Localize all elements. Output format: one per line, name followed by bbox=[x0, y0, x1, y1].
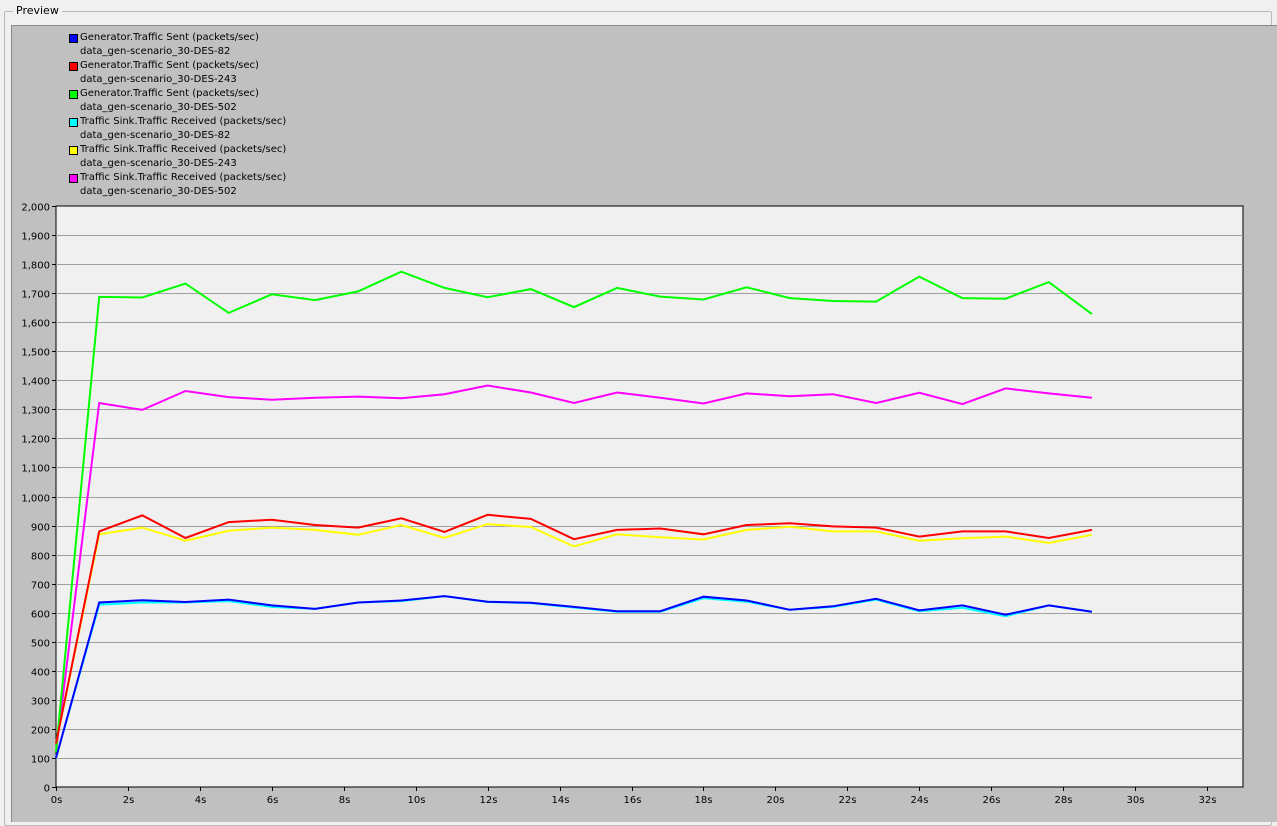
legend-scenario: data_gen-scenario_30-DES-82 bbox=[80, 130, 231, 141]
series-line bbox=[55, 513, 1093, 744]
x-tick-label: 26s bbox=[983, 795, 1001, 806]
x-tick-label: 30s bbox=[1127, 795, 1145, 806]
legend-metric: Generator.Traffic Sent (packets/sec) bbox=[80, 32, 259, 43]
legend-swatch bbox=[69, 174, 78, 183]
x-tick-label: 32s bbox=[1199, 795, 1217, 806]
x-tick-label: 0s bbox=[51, 795, 63, 806]
legend-metric: Generator.Traffic Sent (packets/sec) bbox=[80, 88, 259, 99]
y-tick-label: 1,300 bbox=[21, 406, 50, 417]
y-tick-label: 1,600 bbox=[21, 319, 50, 330]
legend-metric: Traffic Sink.Traffic Received (packets/s… bbox=[80, 116, 287, 127]
y-tick-label: 900 bbox=[31, 523, 50, 534]
legend-metric: Generator.Traffic Sent (packets/sec) bbox=[80, 60, 259, 71]
y-tick-label: 700 bbox=[31, 581, 50, 592]
legend-swatch bbox=[69, 62, 78, 71]
x-tick-label: 10s bbox=[408, 795, 426, 806]
y-tick-label: 1,900 bbox=[21, 232, 50, 243]
x-tick-label: 2s bbox=[123, 795, 135, 806]
x-tick-label: 20s bbox=[767, 795, 785, 806]
y-tick-label: 2,000 bbox=[21, 203, 50, 214]
y-tick-label: 1,200 bbox=[21, 435, 50, 446]
x-tick-label: 8s bbox=[339, 795, 351, 806]
x-tick-label: 6s bbox=[267, 795, 279, 806]
legend-swatch bbox=[69, 90, 78, 99]
legend-scenario: data_gen-scenario_30-DES-502 bbox=[80, 186, 237, 197]
x-tick-label: 16s bbox=[624, 795, 642, 806]
x-tick-label: 14s bbox=[552, 795, 570, 806]
y-tick-label: 500 bbox=[31, 639, 50, 650]
legend-scenario: data_gen-scenario_30-DES-243 bbox=[80, 158, 237, 169]
y-tick-label: 100 bbox=[31, 755, 50, 766]
x-tick-label: 24s bbox=[911, 795, 929, 806]
y-tick-label: 1,000 bbox=[21, 494, 50, 505]
x-tick-label: 28s bbox=[1055, 795, 1073, 806]
legend-metric: Traffic Sink.Traffic Received (packets/s… bbox=[80, 144, 287, 155]
y-tick-label: 200 bbox=[31, 726, 50, 737]
series-line bbox=[55, 595, 1093, 759]
y-tick-label: 1,400 bbox=[21, 377, 50, 388]
y-tick-label: 600 bbox=[31, 610, 50, 621]
legend-scenario: data_gen-scenario_30-DES-82 bbox=[80, 46, 231, 57]
legend-swatch bbox=[69, 146, 78, 155]
x-tick-label: 12s bbox=[480, 795, 498, 806]
y-tick-label: 0 bbox=[44, 784, 50, 795]
legend-swatch bbox=[69, 118, 78, 127]
legend-scenario: data_gen-scenario_30-DES-502 bbox=[80, 102, 237, 113]
y-tick-label: 1,800 bbox=[21, 261, 50, 272]
y-tick-label: 1,100 bbox=[21, 464, 50, 475]
legend-scenario: data_gen-scenario_30-DES-243 bbox=[80, 74, 237, 85]
y-tick-label: 400 bbox=[31, 668, 50, 679]
series-line bbox=[55, 270, 1093, 753]
x-tick-label: 22s bbox=[839, 795, 857, 806]
y-tick-label: 1,700 bbox=[21, 290, 50, 301]
x-tick-label: 4s bbox=[195, 795, 207, 806]
series-line bbox=[55, 523, 1093, 744]
series-line bbox=[55, 384, 1092, 753]
legend-swatch bbox=[69, 34, 78, 43]
y-tick-label: 1,500 bbox=[21, 348, 50, 359]
legend-metric: Traffic Sink.Traffic Received (packets/s… bbox=[80, 172, 287, 183]
x-tick-label: 18s bbox=[695, 795, 713, 806]
groupbox-title: Preview bbox=[13, 4, 62, 17]
y-tick-label: 800 bbox=[31, 552, 50, 563]
y-tick-label: 300 bbox=[31, 697, 50, 708]
